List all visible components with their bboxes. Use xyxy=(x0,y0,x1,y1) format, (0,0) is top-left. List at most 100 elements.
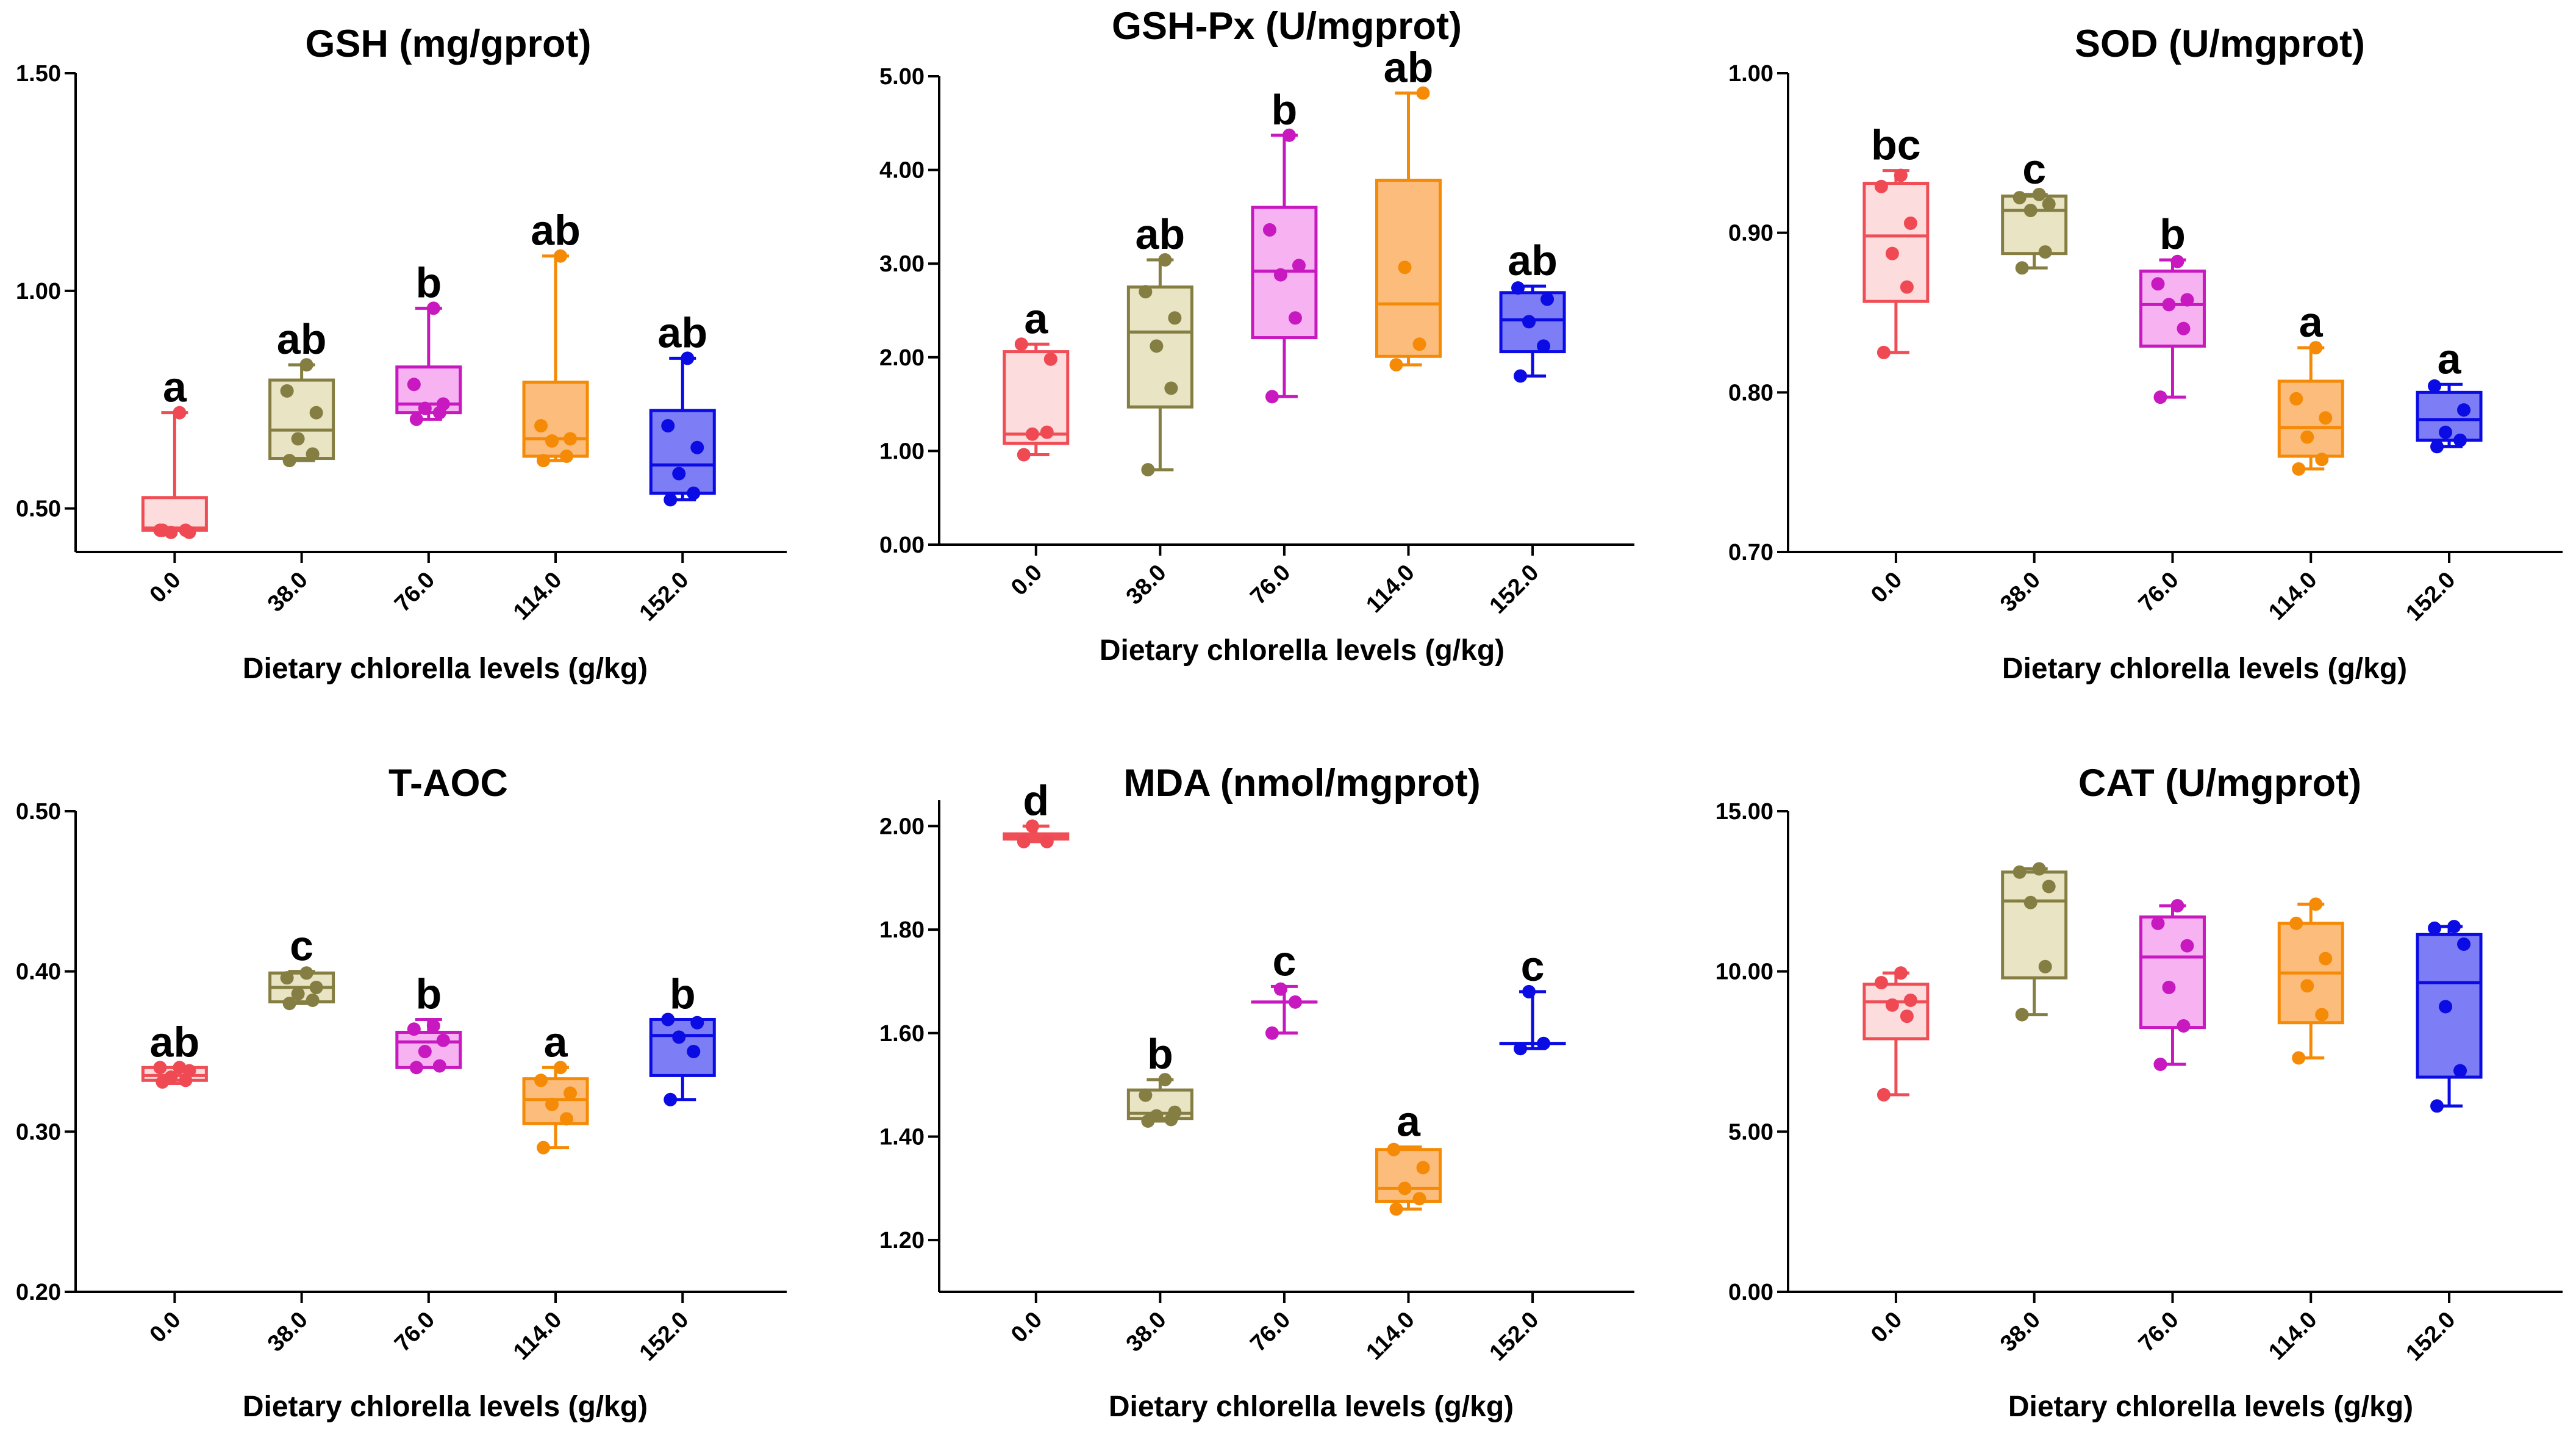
data-point xyxy=(2023,204,2038,218)
data-point xyxy=(1040,834,1054,848)
box-group-0.0 xyxy=(1862,966,1930,1102)
data-point xyxy=(1288,995,1302,1009)
data-point xyxy=(2032,862,2046,876)
y-tick-label: 1.40 xyxy=(879,1124,925,1150)
x-tick-label: 0.0 xyxy=(1866,1307,1907,1348)
box-group-152.0: ab xyxy=(649,309,716,507)
box-group-38.0: b xyxy=(1126,1030,1193,1128)
box-iqr xyxy=(2277,379,2344,458)
data-point xyxy=(282,997,296,1011)
data-point xyxy=(1150,339,1164,353)
data-point xyxy=(2430,1099,2444,1113)
x-tick-label: 152.0 xyxy=(1484,1307,1544,1366)
box-iqr xyxy=(1499,291,1566,354)
data-point xyxy=(1885,246,1899,260)
data-point xyxy=(2153,390,2167,404)
data-point xyxy=(153,523,167,537)
box-iqr xyxy=(2001,194,2068,256)
x-tick-label: 152.0 xyxy=(2401,1307,2460,1366)
data-point xyxy=(306,447,320,461)
data-point xyxy=(1903,216,1917,230)
data-point xyxy=(2042,197,2056,211)
y-tick-label: 0.30 xyxy=(16,1119,61,1145)
data-point xyxy=(173,1061,187,1075)
x-tick-label: 114.0 xyxy=(1361,560,1419,618)
data-point xyxy=(1389,358,1403,372)
y-tick-label: 15.00 xyxy=(1716,799,1773,825)
data-point xyxy=(309,406,323,420)
box-group-152.0: b xyxy=(649,970,716,1106)
y-tick-label: 5.00 xyxy=(1728,1119,1773,1145)
x-axis-label: Dietary chlorella levels (g/kg) xyxy=(1109,1391,1514,1423)
data-point xyxy=(1511,281,1525,295)
significance-label: c xyxy=(290,922,313,970)
data-point xyxy=(2162,298,2176,312)
chart-title: MDA (nmol/mgprot) xyxy=(1123,762,1481,805)
data-point xyxy=(537,1141,551,1155)
data-point xyxy=(1522,984,1536,998)
data-point xyxy=(1158,253,1172,267)
data-point xyxy=(672,1030,686,1044)
box-group-0.0: a xyxy=(141,364,208,539)
data-point xyxy=(1164,381,1178,395)
significance-label: ab xyxy=(1136,210,1186,258)
data-point xyxy=(2015,261,2029,275)
chart-panel-6: CAT (U/mgprot) 0.00 5.00 10.00 15.00 0.0 38.0 7… xyxy=(1716,762,2563,1423)
box-group-114.0: ab xyxy=(522,207,589,468)
data-point xyxy=(1292,259,1306,273)
data-point xyxy=(661,1012,675,1027)
data-point xyxy=(554,1061,568,1075)
x-tick-label: 76.0 xyxy=(2134,567,2184,617)
box-iqr xyxy=(649,1017,716,1077)
data-point xyxy=(2038,959,2052,973)
data-point xyxy=(2319,951,2333,966)
data-point xyxy=(2170,254,2184,268)
x-tick-label: 114.0 xyxy=(509,1307,567,1365)
y-tick-label: 0.50 xyxy=(16,799,61,825)
x-tick-label: 0.0 xyxy=(1866,567,1907,608)
y-tick-label: 2.00 xyxy=(879,345,925,371)
significance-label: ab xyxy=(1384,44,1434,91)
data-point xyxy=(2292,462,2306,476)
data-point xyxy=(1537,339,1551,353)
data-point xyxy=(1265,1026,1279,1040)
data-point xyxy=(2292,1051,2306,1065)
box-group-38.0: ab xyxy=(268,315,335,468)
data-point xyxy=(681,351,695,365)
data-point xyxy=(545,434,559,448)
box-group-76.0 xyxy=(2139,898,2206,1072)
significance-label: bc xyxy=(1871,121,1921,169)
data-point xyxy=(2289,392,2303,406)
box-group-0.0: d xyxy=(1003,776,1070,848)
y-tick-label: 0.20 xyxy=(16,1280,61,1305)
x-tick-label: 0.0 xyxy=(145,1307,186,1348)
data-point xyxy=(687,1045,701,1058)
box-iqr xyxy=(268,378,335,460)
y-tick-label: 0.80 xyxy=(1728,380,1773,406)
data-point xyxy=(537,454,551,468)
x-tick-label: 76.0 xyxy=(1245,560,1295,610)
x-tick-label: 0.0 xyxy=(1006,1307,1047,1348)
data-point xyxy=(306,993,320,1007)
box-group-76.0: c xyxy=(1251,937,1318,1040)
data-point xyxy=(1139,1088,1153,1102)
significance-label: a xyxy=(544,1018,568,1066)
box-iqr xyxy=(2416,933,2483,1079)
chart-title: CAT (U/mgprot) xyxy=(2078,762,2361,805)
box-group-38.0: ab xyxy=(1126,210,1193,477)
data-point xyxy=(1158,1073,1172,1087)
box-iqr xyxy=(2416,390,2483,442)
data-point xyxy=(2300,979,2314,993)
data-point xyxy=(1874,179,1888,193)
data-point xyxy=(664,1092,678,1106)
data-point xyxy=(564,432,578,446)
data-point xyxy=(1025,819,1039,833)
data-point xyxy=(2315,453,2329,467)
data-point xyxy=(560,1112,574,1126)
y-tick-label: 1.80 xyxy=(879,917,925,943)
x-axis-label: Dietary chlorella levels (g/kg) xyxy=(2002,653,2407,685)
box-group-114.0: a xyxy=(522,1018,589,1155)
significance-label: a xyxy=(163,364,187,411)
data-point xyxy=(554,249,568,263)
